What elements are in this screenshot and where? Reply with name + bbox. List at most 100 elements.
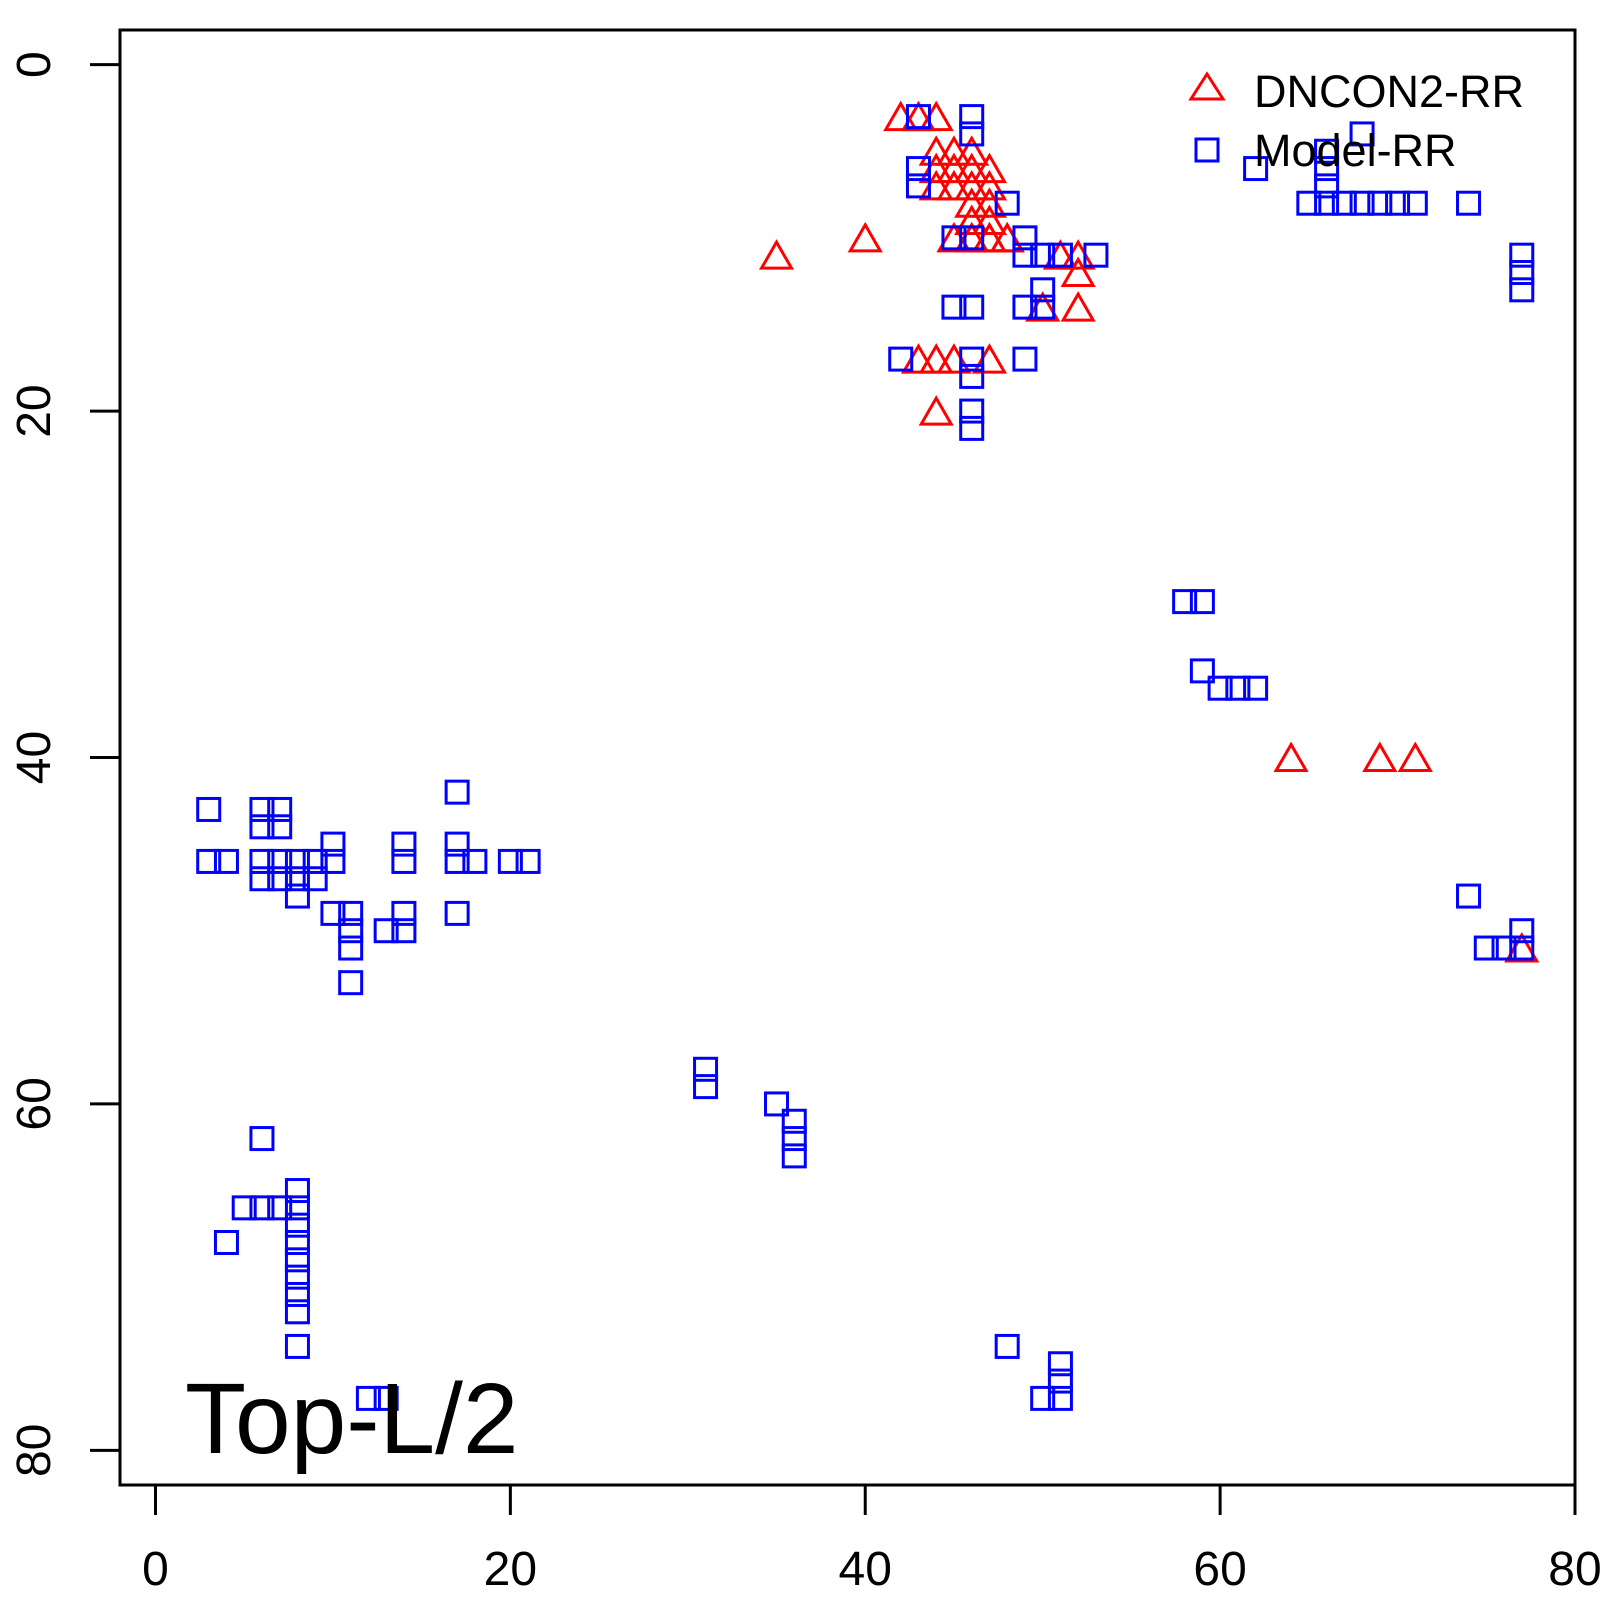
dncon2-rr-point	[918, 395, 954, 426]
model-rr-point	[959, 294, 985, 320]
dncon2-rr-point	[758, 239, 795, 270]
model-rr-point	[338, 935, 364, 961]
model-rr-point	[1509, 242, 1535, 268]
model-rr-point	[267, 814, 293, 840]
model-rr-point	[1385, 190, 1411, 216]
model-rr-point	[693, 1056, 719, 1082]
dncon2-rr-point	[936, 135, 972, 166]
model-rr-point	[959, 398, 985, 424]
model-rr-point	[231, 1195, 257, 1221]
model-rr-point	[284, 848, 310, 874]
model-rr-point	[1349, 190, 1375, 216]
model-rr-point	[1243, 675, 1269, 701]
model-rr-point	[1314, 156, 1340, 182]
dncon2-rr-point	[847, 221, 883, 253]
model-rr-point	[267, 1195, 293, 1221]
model-rr-point	[320, 900, 346, 926]
dncon2-rr-point	[1397, 741, 1433, 772]
model-rr-point	[1402, 190, 1428, 216]
dncon2-rr-point	[971, 204, 1008, 236]
model-rr-point	[1012, 225, 1038, 251]
model-rr-point	[284, 1178, 310, 1204]
model-rr-point	[994, 1333, 1020, 1359]
y-tick-label: 0	[8, 51, 61, 78]
dncon2-rr-point	[954, 169, 990, 201]
dncon2-rr-point	[971, 152, 1008, 184]
dncon2-rr-point	[954, 187, 990, 218]
model-rr-point	[1349, 121, 1375, 147]
legend-square-icon	[1194, 137, 1220, 163]
model-rr-point	[267, 866, 293, 892]
model-rr-point	[1030, 294, 1056, 320]
model-rr-point	[302, 848, 328, 874]
model-rr-point	[1331, 190, 1357, 216]
model-rr-point	[1509, 277, 1535, 303]
model-rr-point	[249, 1126, 275, 1152]
model-rr-point	[1083, 242, 1109, 268]
model-rr-point	[391, 918, 417, 944]
model-rr-point	[1012, 242, 1038, 268]
model-rr-point	[1509, 260, 1535, 285]
model-rr-point	[1012, 346, 1038, 372]
model-rr-point	[959, 225, 985, 251]
model-rr-point	[1225, 675, 1251, 701]
dncon2-rr-point	[1060, 291, 1096, 322]
model-rr-point	[905, 156, 931, 182]
y-tick-label: 20	[8, 384, 61, 437]
model-rr-point	[764, 1091, 790, 1117]
model-rr-point	[284, 1333, 310, 1359]
model-rr-point	[1473, 935, 1499, 961]
dncon2-rr-point	[1362, 741, 1398, 772]
y-axis: 0 20 40 60 80	[8, 51, 122, 1485]
y-tick-label: 80	[8, 1424, 61, 1477]
model-rr-point	[905, 173, 931, 199]
model-rr-point	[1189, 589, 1215, 615]
model-rr-point	[888, 346, 914, 372]
dncon2-rr-point	[1060, 256, 1096, 287]
model-rr-point	[338, 900, 364, 926]
model-rr-point	[1367, 190, 1393, 216]
model-rr-point	[338, 918, 364, 944]
x-tick-label: 80	[1548, 1543, 1600, 1596]
dncon2-rr-point	[936, 152, 972, 184]
x-axis: 0 20 40 60 80	[142, 1483, 1600, 1596]
model-rr-point	[462, 848, 488, 874]
model-rr-point	[444, 900, 470, 926]
model-rr-point	[284, 1212, 310, 1238]
model-rr-series	[196, 104, 1535, 1411]
x-tick-label: 0	[142, 1543, 169, 1596]
model-rr-point	[302, 866, 328, 892]
y-tick-label: 40	[8, 731, 61, 784]
model-rr-point	[1314, 138, 1340, 164]
model-rr-point	[959, 121, 985, 147]
model-rr-point	[941, 225, 967, 251]
x-tick-label: 40	[839, 1543, 892, 1596]
model-rr-point	[1296, 190, 1322, 216]
dncon2-rr-point	[954, 152, 990, 184]
x-ticks: 0 20 40 60 80	[142, 1485, 1600, 1596]
model-rr-point	[781, 1126, 807, 1152]
x-tick-label: 20	[484, 1543, 537, 1596]
model-rr-point	[781, 1143, 807, 1169]
model-rr-point	[515, 848, 541, 874]
model-rr-point	[959, 346, 985, 372]
model-rr-point	[213, 848, 239, 874]
dncon2-rr-point	[918, 343, 954, 374]
model-rr-point	[1030, 277, 1056, 303]
model-rr-point	[1314, 190, 1340, 216]
model-rr-point	[1030, 242, 1056, 268]
model-rr-point	[373, 1385, 399, 1411]
model-rr-point	[444, 848, 470, 874]
model-rr-point	[355, 1385, 381, 1411]
model-rr-point	[249, 848, 275, 874]
model-rr-point	[1509, 918, 1535, 944]
model-rr-point	[1491, 935, 1517, 961]
model-rr-point	[338, 970, 364, 996]
dncon2-rr-point	[936, 169, 972, 201]
dncon2-rr-point	[954, 204, 990, 236]
dncon2-rr-point	[954, 135, 990, 166]
model-rr-point	[284, 883, 310, 909]
model-rr-point	[693, 1074, 719, 1100]
plot-border	[118, 28, 1577, 1487]
model-rr-point	[249, 796, 275, 822]
